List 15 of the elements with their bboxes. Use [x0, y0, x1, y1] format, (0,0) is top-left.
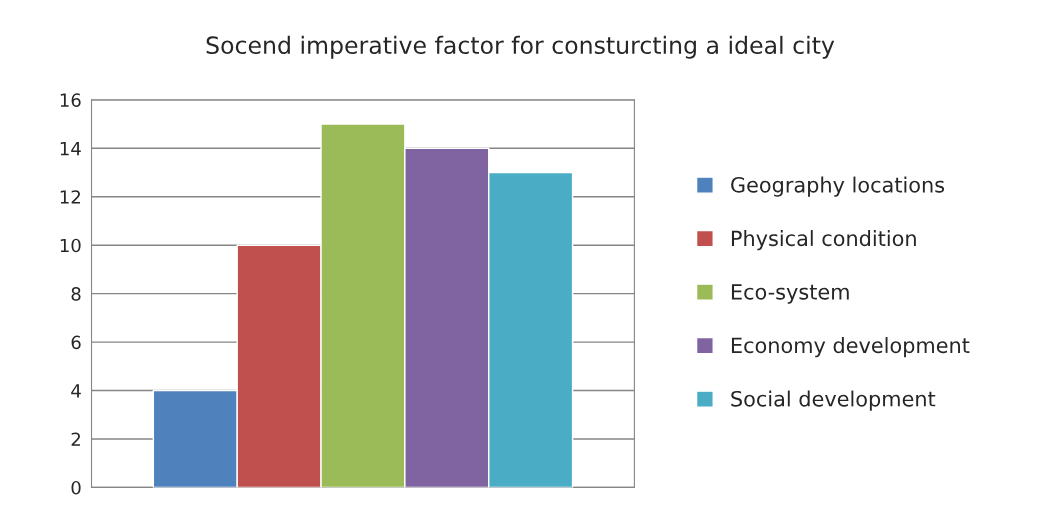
- y-tick-label: 0: [71, 480, 81, 495]
- y-tick-label: 2: [71, 432, 80, 446]
- y-tick-label: 14: [60, 141, 81, 156]
- chart-title: Socend imperative factor for consturcting a ideal city: [206, 35, 835, 59]
- legend-label: Physical condition: [731, 230, 916, 251]
- y-tick-label: 4: [71, 384, 81, 398]
- legend-label: Social development: [731, 390, 936, 411]
- legend-label: Geography locations: [731, 176, 945, 197]
- y-tick-label: 6: [71, 335, 81, 350]
- legend-label: Economy development: [731, 337, 970, 358]
- y-tick-label: 16: [60, 93, 81, 107]
- y-tick-label: 12: [60, 190, 80, 204]
- legend-label: Eco-system: [731, 284, 849, 304]
- y-tick-label: 8: [71, 287, 81, 301]
- y-tick-label: 10: [60, 238, 81, 253]
